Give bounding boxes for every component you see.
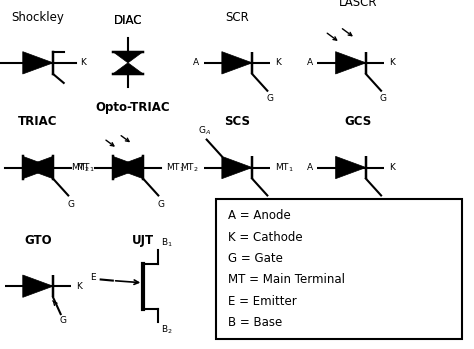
Text: GTO: GTO [24,234,52,247]
Text: DIAC: DIAC [114,14,142,27]
Text: SCR: SCR [225,11,249,24]
Text: G: G [380,94,387,103]
Text: DIAC: DIAC [114,14,142,27]
Polygon shape [113,63,143,74]
Text: MT$_2$: MT$_2$ [71,161,90,174]
Polygon shape [336,156,366,179]
Text: G$_K$: G$_K$ [263,199,276,211]
Text: K: K [389,163,395,172]
Text: G: G [380,199,387,208]
Text: TRIAC: TRIAC [18,116,58,128]
Text: UJT: UJT [132,234,154,247]
Text: G: G [157,200,164,209]
Text: K: K [275,58,281,67]
Polygon shape [113,156,143,179]
Polygon shape [222,156,252,179]
Text: A: A [193,58,199,67]
Text: SCS: SCS [224,116,250,128]
Text: E = Emitter: E = Emitter [228,295,296,307]
Text: G: G [67,200,74,209]
FancyBboxPatch shape [216,199,462,339]
Polygon shape [222,52,252,74]
Polygon shape [113,52,143,63]
Text: K: K [76,282,82,291]
Polygon shape [23,156,53,179]
Text: Opto-TRIAC: Opto-TRIAC [95,101,170,114]
Text: K: K [389,58,395,67]
Text: B$_2$: B$_2$ [161,324,173,336]
Text: K: K [81,58,86,67]
Polygon shape [23,52,53,74]
Text: MT = Main Terminal: MT = Main Terminal [228,273,345,286]
Text: E: E [91,273,96,282]
Polygon shape [336,52,366,74]
Text: MT$_1$: MT$_1$ [275,161,294,174]
Polygon shape [113,156,143,179]
Text: G: G [60,316,66,325]
Text: G = Gate: G = Gate [228,252,283,265]
Text: A: A [307,163,313,172]
Text: A: A [307,58,313,67]
Text: A = Anode: A = Anode [228,209,290,222]
Text: MT$_1$: MT$_1$ [76,161,95,174]
Polygon shape [23,156,53,179]
Text: MT$_1$: MT$_1$ [166,161,185,174]
Text: B$_1$: B$_1$ [161,236,173,249]
Text: Shockley: Shockley [11,11,64,24]
Text: K = Cathode: K = Cathode [228,231,302,244]
Text: LASCR: LASCR [339,0,378,9]
Text: B = Base: B = Base [228,316,282,329]
Text: G: G [266,94,273,103]
Text: G$_A$: G$_A$ [198,125,211,138]
Text: GCS: GCS [345,116,372,128]
Polygon shape [23,275,53,297]
Text: MT$_2$: MT$_2$ [180,161,199,174]
